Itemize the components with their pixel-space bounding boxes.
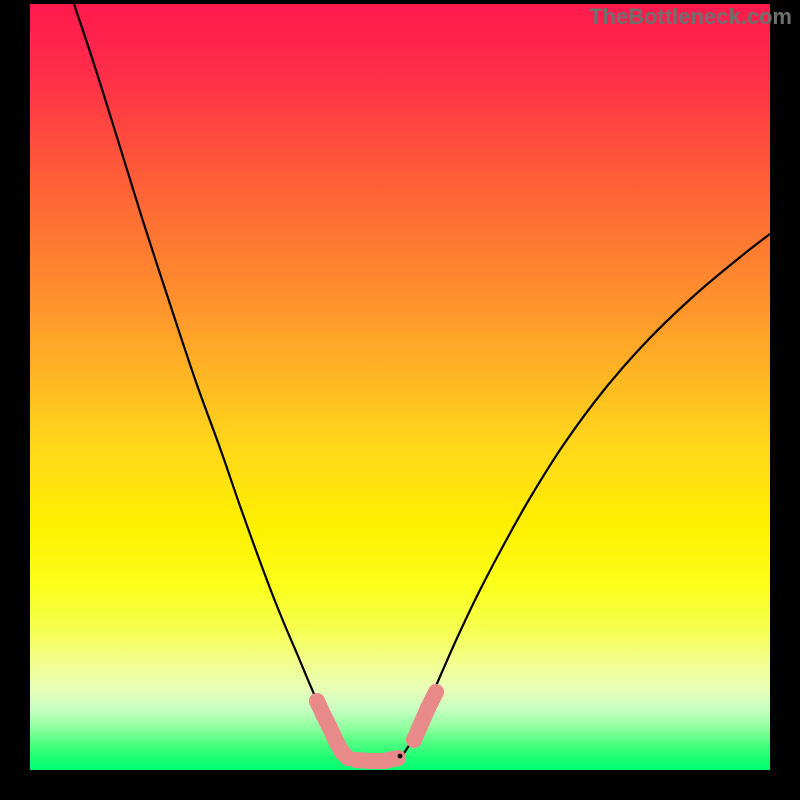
border-bottom [0,770,800,800]
gradient-background [30,4,770,770]
plot-area [0,0,800,800]
marker-floor-dot [398,754,403,759]
watermark-text: TheBottleneck.com [589,4,792,30]
border-right [770,0,800,800]
marker-floor [390,750,406,766]
marker-right [428,684,444,700]
border-left [0,0,30,800]
chart-frame: TheBottleneck.com [0,0,800,800]
